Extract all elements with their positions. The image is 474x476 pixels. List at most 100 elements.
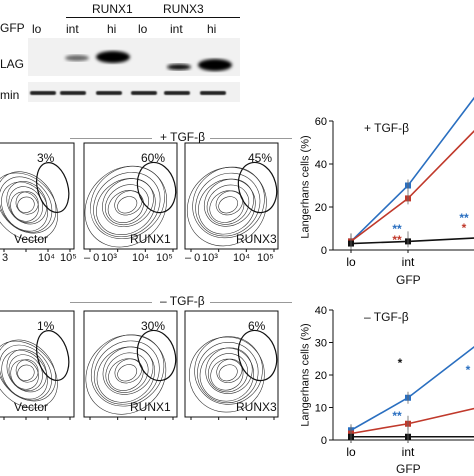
gate-circle [237,329,278,382]
flow-label: RUNX3 [236,232,277,246]
flow-panel [0,310,75,420]
y-tick-label: 30 [315,338,327,350]
contour-line [0,176,53,233]
series-line [350,237,474,245]
flow-panel-frame [184,142,279,250]
contour-line [6,181,48,225]
contour-line [199,347,254,402]
y-tick-label: 60 [315,116,327,128]
contour-line [0,171,57,234]
series-line [350,345,474,431]
gate-circle [136,161,177,214]
blot-band [65,55,89,61]
series-line [350,96,474,242]
flow-panel [0,142,75,252]
contour-line [102,178,154,228]
flow-panel [83,142,178,252]
contour-line [114,358,143,384]
y-tick-label: 0 [321,435,327,447]
flow-label: RUNX1 [130,232,171,246]
significance-mark: ** [392,409,402,423]
runx3-header-line [140,17,240,18]
flow-panel-frame [83,142,178,250]
contour-line [1,349,48,400]
flow-percent: 1% [37,319,55,333]
y-tick-label: 40 [315,305,327,317]
significance-mark: ** [392,233,402,247]
bottom-condition-label: – TGF-β [160,294,205,308]
contour-line [10,191,39,222]
significance-mark: * [466,363,471,377]
contour-line [0,340,58,409]
x-tick: 10⁵ [60,252,77,264]
x-tick: – 0 [185,252,201,264]
contour-line [194,336,263,405]
y-axis-label-bottom: Langerhans cells (%) [299,323,312,427]
blot-header-runx1: RUNX1 [92,2,133,16]
lane-label: lo [32,22,42,36]
top-condition-line-left [70,138,152,139]
y-tick-label: 20 [315,202,327,214]
top-condition-label: + TGF-β [160,130,206,144]
lane-label: int [170,22,183,36]
contour-line [192,166,265,239]
x-tick: 10⁴ [233,252,250,264]
x-tick: 10³ [202,252,218,264]
contour-line [105,352,149,393]
flow-percent: 60% [141,151,166,165]
blot-band [131,91,157,95]
blot-row-label-gfp: GFP [0,21,25,35]
x-tick-label: lo [346,445,356,459]
contour-line [195,172,261,237]
chart-title-top: + TGF-β [364,121,410,135]
contour-line [218,196,238,214]
x-tick: – 0 [84,252,100,264]
flow-panel [184,142,279,252]
chart-title-bottom: – TGF-β [364,310,409,324]
lane-label: int [66,22,79,36]
bottom-condition-line-left [70,302,152,303]
significance-mark: ** [392,222,402,236]
x-tick: 10³ [101,252,117,264]
y-tick-label: 0 [321,245,327,257]
significance-mark: * [398,356,403,370]
flow-panel-frame [83,310,178,418]
contour-line [10,359,39,390]
contour-line [6,349,47,393]
blot-band [60,91,86,95]
gate-circle [136,329,177,382]
x-tick: 10⁵ [257,252,274,264]
blot-band [96,91,122,95]
significance-mark: * [462,221,467,235]
contour-line [0,172,58,241]
blot-row-label-actin: min [0,88,20,102]
flow-panel [184,310,279,420]
contour-line [93,340,160,405]
contour-line [218,364,238,382]
contour-line [114,190,143,216]
x-axis-label-bottom: GFP [396,462,421,476]
x-tick-label: int [402,255,415,269]
blot-band [198,59,232,71]
runx1-header-line [66,17,156,18]
significance-mark: ** [459,211,469,225]
blot-band [167,64,191,70]
contour-line [197,342,259,404]
contour-line [102,346,154,395]
flow-label: Vector [14,232,49,246]
contour-line [0,344,52,401]
contour-line [0,339,57,402]
contour-line [90,334,165,407]
contour-line [17,196,35,213]
gate-circle [36,162,70,214]
flow-label: Vector [14,400,49,414]
contour-line [15,191,39,215]
blot-band [30,91,56,95]
y-tick-label: 10 [315,403,327,415]
x-tick: 10⁴ [38,252,55,264]
flow-percent: 45% [248,151,273,165]
contour-line [1,181,49,232]
